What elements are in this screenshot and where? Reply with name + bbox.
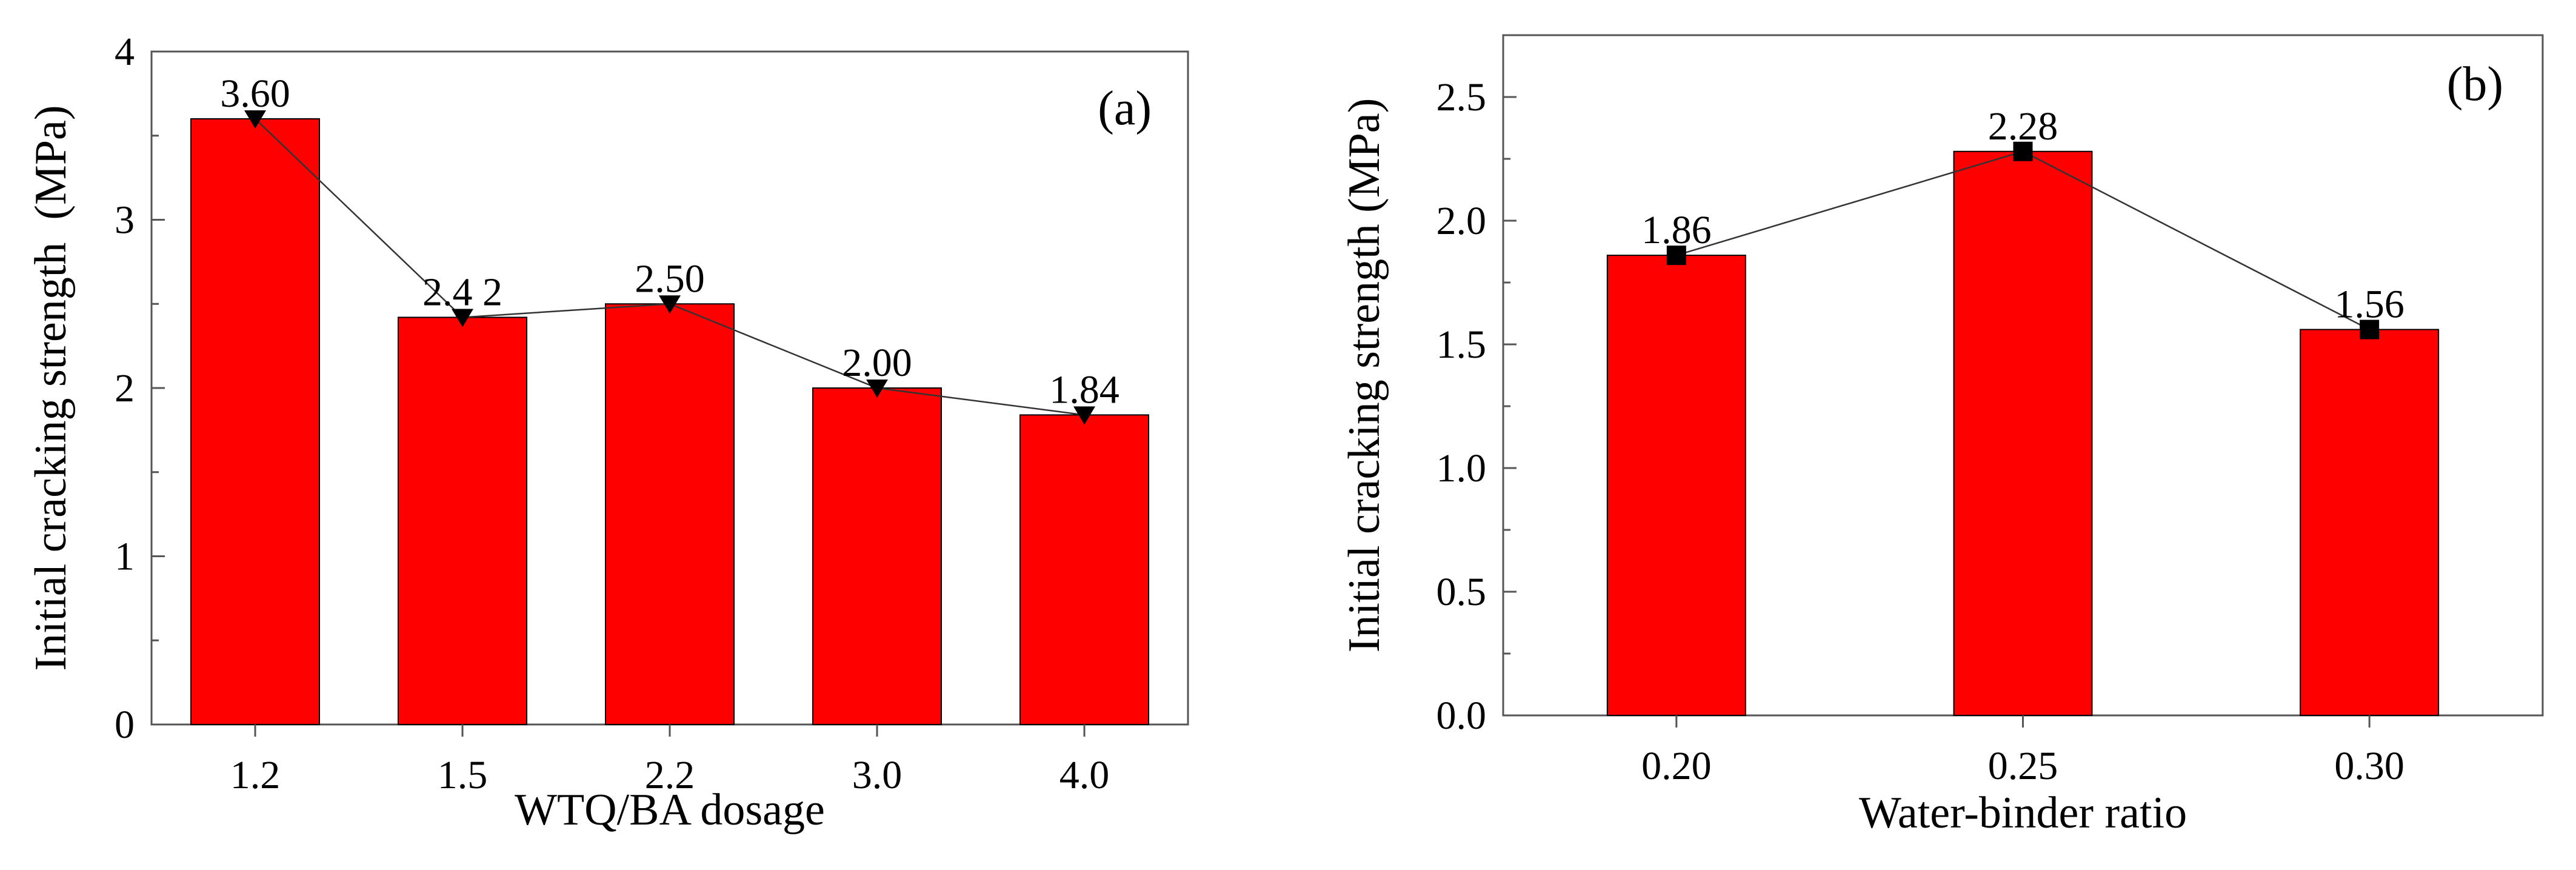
x-tick-label: 3.0: [852, 753, 903, 797]
data-label: 1.86: [1641, 208, 1712, 252]
y-tick-label: 1.0: [1436, 446, 1487, 490]
x-tick-label: 0.25: [1988, 744, 2058, 788]
data-label: 3.60: [220, 72, 290, 116]
chart-panel-b: 0.0 0.5 1.0 1.5 2.0 2.5 0.20 0.25 0.30 1.86 2.28 1.…: [1340, 34, 2544, 838]
data-label: 1.56: [2334, 283, 2404, 327]
data-label: 2.4 2: [422, 270, 502, 314]
y-tick-label: 4: [115, 30, 135, 74]
triangle-marker: [1073, 406, 1095, 425]
triangle-marker: [244, 110, 266, 129]
x-tick-label: 1.5: [438, 753, 488, 797]
bar-4.0: [1019, 414, 1149, 726]
bar-0.30: [2300, 329, 2440, 716]
bar-2.2: [605, 303, 735, 725]
y-tick-label: 2: [115, 366, 135, 410]
data-label: 2.50: [635, 256, 705, 301]
x-tick-label: 4.0: [1059, 753, 1110, 797]
y-tick-label: 0: [115, 703, 135, 747]
triangle-marker: [866, 380, 888, 398]
y-axis-title: Initial cracking strength (MPa): [1340, 98, 1389, 652]
y-tick-label: 3: [115, 198, 135, 243]
bar-3.0: [812, 387, 942, 725]
data-label: 2.00: [842, 341, 912, 385]
x-axis-title: Water-binder ratio: [1859, 788, 2187, 838]
square-marker: [2013, 141, 2033, 161]
x-tick-label: 2.2: [645, 753, 695, 797]
y-tick-label: 1: [115, 535, 135, 579]
data-label: 2.28: [1988, 104, 2058, 149]
chart-panel-a: 0 1 2 3 4 1.2 1.5 2.2 3.0 4.0 3.60 2.4 2 2.50 2.00 1.8…: [26, 30, 1189, 835]
y-tick-label: 0.5: [1436, 570, 1487, 614]
x-tick-label: 1.2: [230, 753, 281, 797]
x-tick-label: 0.20: [1641, 744, 1712, 788]
y-tick-label: 1.5: [1436, 323, 1487, 367]
square-marker: [1666, 246, 1686, 266]
bar-0.20: [1606, 255, 1746, 716]
bar-0.25: [1953, 150, 2093, 716]
triangle-marker: [452, 309, 473, 327]
bar-1.2: [190, 118, 320, 725]
panel-label: (a): [1098, 82, 1152, 135]
y-tick-label: 2.5: [1436, 75, 1487, 119]
triangle-marker: [659, 295, 681, 314]
data-label: 1.84: [1049, 367, 1119, 412]
x-axis-title: WTQ/BA dosage: [515, 785, 825, 835]
bar-1.5: [398, 316, 527, 725]
y-tick-label: 2.0: [1436, 199, 1487, 243]
y-tick-label: 0.0: [1436, 694, 1487, 738]
y-axis-title: Initial cracking strength (MPa): [26, 105, 76, 671]
square-marker: [2360, 320, 2380, 340]
panel-label: (b): [2447, 58, 2503, 111]
x-tick-label: 0.30: [2334, 744, 2404, 788]
